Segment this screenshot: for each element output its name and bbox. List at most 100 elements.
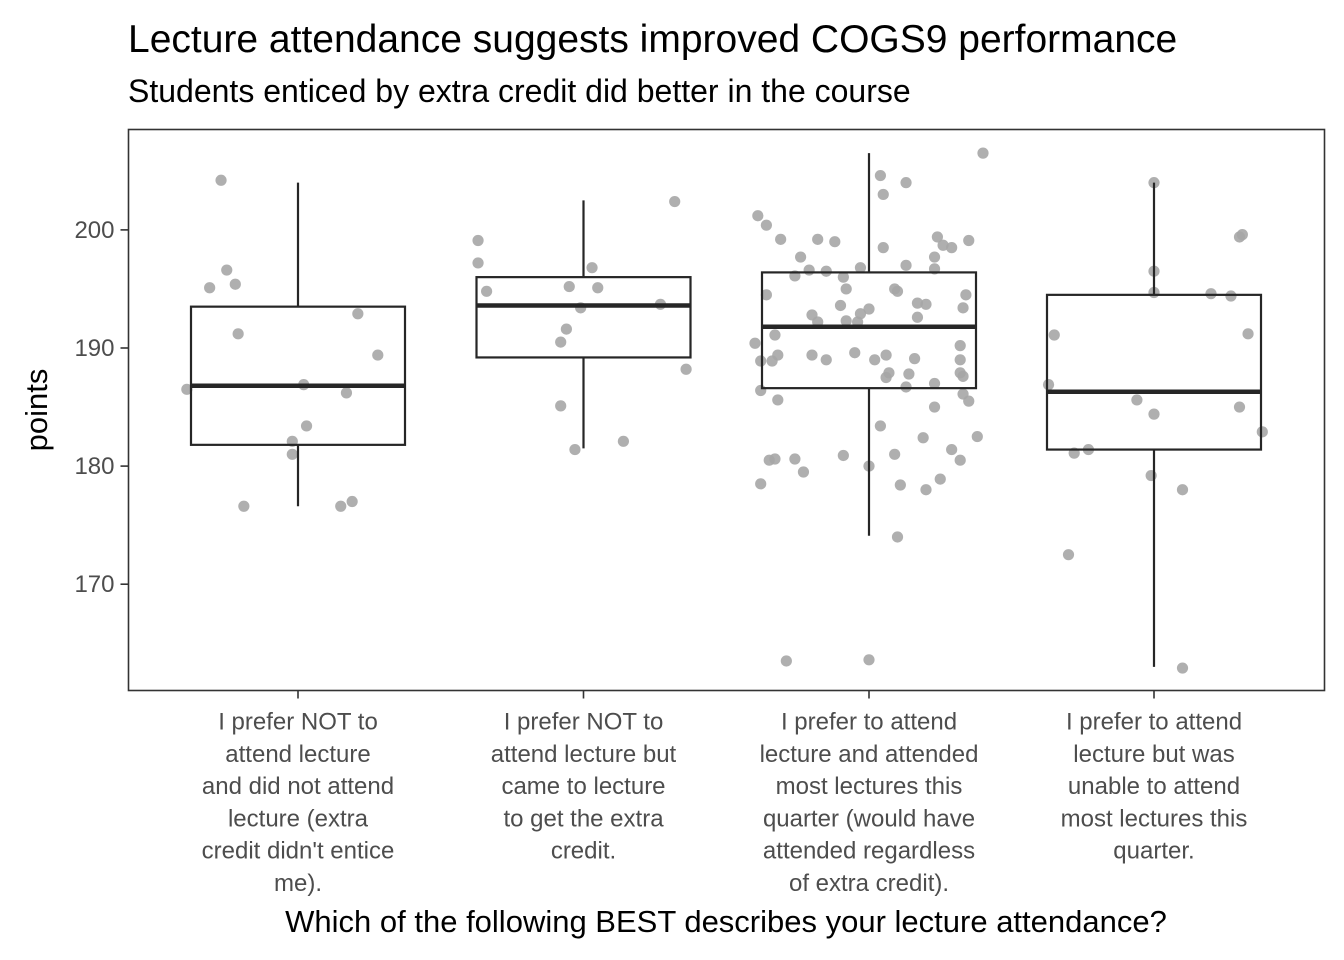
x-tick-label-line: came to lecture: [501, 773, 665, 800]
data-point-3-7: [1242, 328, 1254, 340]
data-point-2-26: [854, 308, 867, 320]
data-point-2-18: [874, 169, 887, 182]
data-point-2-10: [854, 262, 867, 274]
data-point-1-3: [586, 262, 598, 274]
data-point-1-6: [592, 282, 604, 294]
data-point-3-9: [1042, 379, 1055, 391]
data-point-2-67: [797, 466, 810, 478]
chart-title: Lecture attendance suggests improved COG…: [128, 18, 1177, 61]
x-tick-label-line: I prefer NOT to: [218, 709, 378, 736]
x-tick-label-line: I prefer to attend: [1066, 709, 1242, 736]
data-point-2-76: [894, 479, 906, 491]
x-tick-label-line: quarter.: [1113, 838, 1194, 865]
data-point-0-10: [300, 420, 313, 432]
data-point-2-16: [840, 315, 852, 327]
data-point-2-30: [931, 231, 944, 243]
y-tick-label-180: 180: [74, 453, 114, 480]
data-point-1-1: [472, 257, 484, 269]
data-point-2-25: [863, 303, 875, 315]
x-tick-label-line: credit didn't entice: [202, 838, 395, 865]
x-axis: I prefer NOT to attend lecture and did not…: [202, 690, 1248, 897]
data-point-1-4: [563, 280, 575, 293]
data-point-3-17: [1176, 484, 1189, 496]
data-point-2-6: [803, 264, 815, 276]
x-axis-title: Which of the following BEST describes yo…: [285, 904, 1167, 939]
box-3: [1045, 293, 1263, 451]
data-point-1-2: [481, 285, 493, 297]
data-point-0-12: [286, 448, 298, 460]
data-point-2-54: [883, 367, 895, 379]
x-tick-label-line: attend lecture: [225, 741, 370, 768]
boxplots: [189, 153, 1263, 667]
data-point-0-13: [238, 500, 250, 512]
data-point-2-82: [977, 147, 989, 159]
data-point-2-73: [971, 430, 983, 443]
data-point-2-50: [954, 354, 966, 366]
data-point-2-44: [820, 354, 832, 366]
data-point-2-34: [928, 251, 941, 263]
data-point-2-66: [789, 453, 801, 465]
data-point-2-78: [934, 473, 946, 485]
data-point-2-57: [928, 377, 941, 390]
y-axis: 170 180 190 200: [74, 217, 129, 598]
data-point-2-81: [863, 654, 875, 666]
y-axis-title: points: [19, 369, 54, 452]
data-point-0-0: [215, 174, 227, 186]
x-tick-label-line: lecture (extra: [228, 805, 369, 832]
data-point-2-32: [946, 242, 958, 254]
data-point-3-8: [1048, 329, 1060, 341]
data-point-2-77: [920, 484, 932, 496]
data-point-1-14: [617, 435, 630, 447]
plot-panel-border: [127, 128, 1326, 692]
data-point-2-38: [749, 337, 761, 349]
x-tick-label-line: most lectures this: [776, 773, 963, 800]
data-point-2-11: [840, 283, 852, 295]
data-point-2-65: [769, 453, 781, 465]
data-point-3-12: [1233, 401, 1246, 413]
x-tick-label-line: I prefer to attend: [781, 709, 957, 736]
data-point-0-5: [352, 308, 364, 320]
x-tick-label-line: attend lecture but: [491, 741, 677, 768]
data-point-3-18: [1062, 549, 1075, 561]
data-point-0-1: [221, 264, 233, 276]
data-point-2-62: [928, 401, 941, 413]
x-tick-label-line: and did not attend: [202, 773, 394, 800]
data-point-1-12: [555, 400, 567, 412]
data-point-2-36: [960, 289, 972, 301]
data-point-2-13: [834, 299, 847, 312]
data-point-1-10: [560, 323, 573, 335]
box-2: [760, 271, 978, 390]
x-tick-label-line: attended regardless: [763, 838, 975, 865]
data-point-2-47: [880, 349, 892, 361]
data-point-1-0: [472, 234, 484, 247]
data-point-2-63: [837, 449, 849, 462]
data-point-2-24: [891, 285, 904, 297]
data-point-1-13: [569, 443, 581, 456]
data-point-2-80: [780, 655, 792, 667]
data-point-2-5: [795, 251, 807, 263]
box-1: [475, 276, 692, 359]
data-point-2-28: [920, 298, 932, 310]
y-tick-label-190: 190: [74, 335, 114, 362]
data-point-2-69: [874, 420, 887, 432]
data-point-2-68: [755, 478, 767, 490]
x-tick-label-line: credit.: [551, 838, 616, 865]
x-tick-label-line: most lectures this: [1061, 805, 1248, 832]
data-point-3-10: [1131, 394, 1143, 406]
data-point-0-6: [372, 349, 384, 361]
data-point-2-21: [877, 242, 889, 254]
data-point-2-52: [957, 370, 969, 382]
data-point-2-33: [963, 234, 975, 247]
x-tick-label-line: I prefer NOT to: [504, 709, 664, 736]
data-point-1-9: [680, 363, 692, 375]
x-tick-label-line: of extra credit).: [789, 870, 949, 897]
data-point-2-41: [772, 349, 784, 361]
data-point-0-3: [229, 278, 241, 290]
plot-panel: [128, 129, 1325, 691]
data-point-2-72: [946, 443, 958, 456]
data-point-2-39: [755, 355, 767, 367]
data-point-2-55: [903, 368, 915, 380]
y-tick-label-200: 200: [74, 217, 114, 244]
data-point-1-11: [555, 336, 567, 348]
